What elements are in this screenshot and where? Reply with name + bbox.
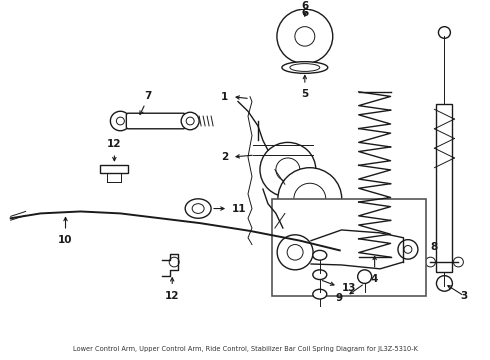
Circle shape <box>425 257 436 267</box>
Text: 11: 11 <box>232 203 246 213</box>
Text: 10: 10 <box>58 235 73 245</box>
FancyBboxPatch shape <box>126 113 185 129</box>
Text: Lower Control Arm, Upper Control Arm, Ride Control, Stabilizer Bar Coil Spring D: Lower Control Arm, Upper Control Arm, Ri… <box>73 346 417 351</box>
Ellipse shape <box>313 250 327 260</box>
Circle shape <box>277 9 333 64</box>
Ellipse shape <box>290 64 320 71</box>
Circle shape <box>276 158 300 181</box>
Text: 5: 5 <box>301 89 308 99</box>
Ellipse shape <box>313 270 327 280</box>
Bar <box>437 104 452 272</box>
Ellipse shape <box>185 199 211 218</box>
Circle shape <box>186 117 194 125</box>
Circle shape <box>294 183 326 215</box>
Circle shape <box>439 27 450 38</box>
Text: 1: 1 <box>221 92 228 102</box>
Circle shape <box>437 276 452 291</box>
Circle shape <box>398 240 418 259</box>
Bar <box>272 199 426 296</box>
Circle shape <box>169 257 179 267</box>
Circle shape <box>260 143 316 197</box>
Circle shape <box>358 270 371 283</box>
Ellipse shape <box>313 289 327 299</box>
Bar <box>100 165 128 172</box>
Text: 12: 12 <box>107 139 122 149</box>
Text: 3: 3 <box>461 291 468 301</box>
Text: 7: 7 <box>145 91 152 100</box>
Text: 4: 4 <box>371 274 378 284</box>
Circle shape <box>116 117 124 125</box>
Bar <box>300 9 310 15</box>
Circle shape <box>295 27 315 46</box>
Ellipse shape <box>282 62 328 73</box>
Circle shape <box>287 244 303 260</box>
Circle shape <box>278 168 342 230</box>
Text: 12: 12 <box>165 291 179 301</box>
Text: 6: 6 <box>301 1 308 11</box>
Text: 6: 6 <box>301 8 308 18</box>
Text: 8: 8 <box>431 242 438 252</box>
Circle shape <box>110 111 130 131</box>
Circle shape <box>181 112 199 130</box>
Text: 9: 9 <box>336 293 343 303</box>
Ellipse shape <box>192 204 204 213</box>
Text: 13: 13 <box>342 283 356 293</box>
Circle shape <box>404 246 412 253</box>
Circle shape <box>277 235 313 270</box>
Circle shape <box>453 257 464 267</box>
Text: 2: 2 <box>221 152 228 162</box>
